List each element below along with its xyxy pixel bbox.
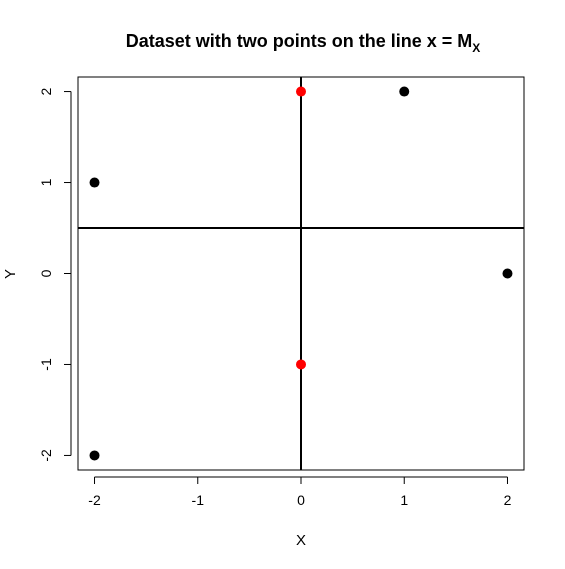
chart-title: Dataset with two points on the line x = … (126, 31, 481, 55)
y-tick-label: 1 (38, 178, 54, 186)
black-data-point (89, 177, 100, 188)
y-axis: -2 -1 0 1 2 (38, 87, 72, 462)
y-tick-label: -1 (38, 358, 54, 371)
x-tick-label: -2 (88, 492, 101, 508)
x-tick-label: 2 (504, 492, 512, 508)
red-data-point (296, 86, 306, 97)
y-tick-label: 2 (38, 87, 54, 95)
x-tick-label: -1 (192, 492, 205, 508)
black-data-point (89, 450, 100, 461)
chart-title-main: Dataset with two points on the line x = … (126, 31, 473, 51)
reference-lines (78, 77, 524, 470)
y-tick-label: -2 (38, 449, 54, 462)
x-tick-label: 0 (297, 492, 305, 508)
y-tick-label: 0 (38, 269, 54, 277)
chart-title-subscript: X (472, 41, 480, 55)
x-axis: -2 -1 0 1 2 (88, 476, 512, 508)
y-axis-label: Y (2, 269, 19, 279)
black-data-point (502, 268, 513, 279)
data-points (89, 86, 513, 461)
black-data-point (399, 86, 410, 97)
x-axis-label: X (296, 532, 306, 549)
x-tick-label: 1 (400, 492, 408, 508)
red-data-point (296, 359, 306, 370)
